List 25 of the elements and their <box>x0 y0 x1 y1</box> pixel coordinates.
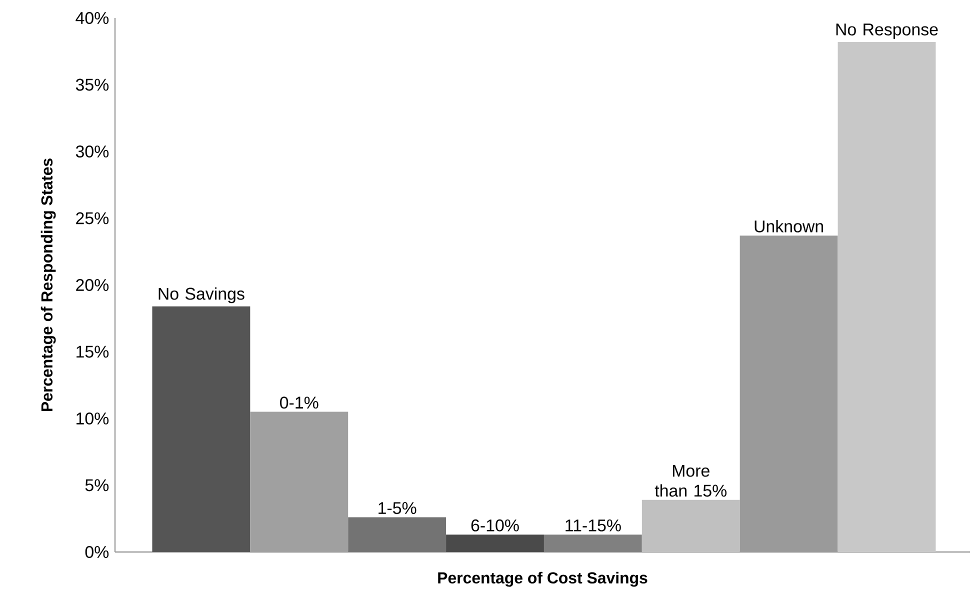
x-tick-label: No Response <box>836 24 938 39</box>
y-axis-title: Percentage of Responding States <box>40 158 56 412</box>
y-tick-label: 10% <box>76 412 109 424</box>
bar <box>642 500 740 552</box>
x-tick-label: No Savings <box>158 287 244 304</box>
y-tick-label: 30% <box>76 145 109 158</box>
bar <box>348 517 446 552</box>
y-tick-label: 0% <box>85 546 109 558</box>
y-tick-label: 40% <box>76 12 109 24</box>
x-tick-label: Unknown <box>754 220 824 232</box>
y-tick-label: 20% <box>76 278 109 291</box>
y-tick-label: 15% <box>76 346 109 358</box>
x-tick-label: 6-10% <box>471 519 519 532</box>
bar <box>446 534 544 552</box>
x-tick-label: 1-5% <box>378 502 416 514</box>
x-tick-label: 11-15% <box>566 520 621 532</box>
x-tick-label: More than 15% <box>654 464 727 497</box>
bar <box>152 306 250 552</box>
y-tick-label: 35% <box>76 78 109 91</box>
y-tick-label: 25% <box>76 212 109 224</box>
bar <box>838 42 936 552</box>
x-axis-title: Percentage of Cost Savings <box>438 572 648 587</box>
bar <box>544 534 642 552</box>
x-tick-label: 0-1% <box>280 396 318 409</box>
y-tick-label: 5% <box>85 479 109 492</box>
